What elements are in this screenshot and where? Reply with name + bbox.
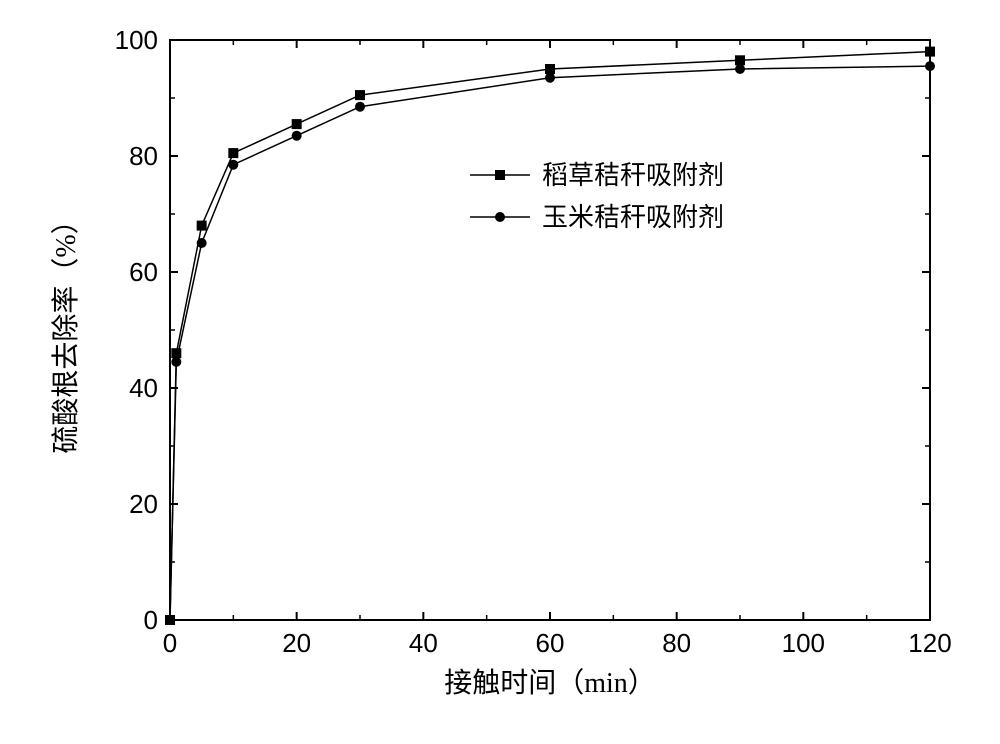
y-axis-label: 硫酸根去除率（%） <box>50 206 82 453</box>
x-axis-label: 接触时间（min） <box>444 667 656 699</box>
y-tick-label: 80 <box>129 141 158 171</box>
x-tick-label: 0 <box>163 628 177 658</box>
x-tick-label: 20 <box>282 628 311 658</box>
x-tick-label: 40 <box>409 628 438 658</box>
chart-container: 0 20 40 60 80 100 120 0 20 40 60 80 100 接触时间（min） 硫酸根去… <box>0 0 1000 744</box>
x-tick-label: 100 <box>782 628 825 658</box>
x-tick-label: 120 <box>908 628 951 658</box>
series-0 <box>165 47 935 625</box>
series-1 <box>165 61 935 625</box>
y-tick-label: 40 <box>129 373 158 403</box>
x-tick-label: 80 <box>662 628 691 658</box>
legend-label: 稻草秸秆吸附剂 <box>542 161 724 190</box>
y-tick-label: 0 <box>144 605 158 635</box>
x-tick-label: 60 <box>536 628 565 658</box>
legend-item-1: 玉米秸秆吸附剂 <box>470 203 724 232</box>
y-tick-label: 100 <box>115 25 158 55</box>
chart-svg: 0 20 40 60 80 100 120 0 20 40 60 80 100 接触时间（min） 硫酸根去… <box>0 0 1000 744</box>
legend-label: 玉米秸秆吸附剂 <box>542 203 724 232</box>
legend-item-0: 稻草秸秆吸附剂 <box>470 161 724 190</box>
y-tick-label: 20 <box>129 489 158 519</box>
y-tick-label: 60 <box>129 257 158 287</box>
